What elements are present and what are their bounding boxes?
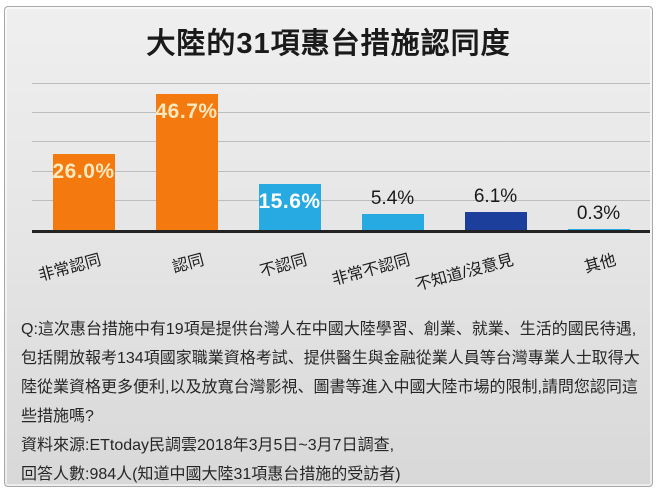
respondent-count: 回答人數:984人(知道中國大陸31項惠台措施的受訪者) — [21, 466, 401, 483]
bar-value-label-5: 6.1% — [473, 186, 518, 208]
bar-4 — [361, 214, 424, 230]
bar-5 — [464, 212, 527, 230]
bar-chart: 26.0% 46.7% 15.6% 5.4% 6.1% 0.3% — [32, 83, 650, 233]
footer-notes: Q:這次惠台措施中有19項是提供台灣人在中國大陸學習、創業、就業、生活的國民待遇… — [21, 315, 649, 489]
gridline-50 — [32, 83, 650, 84]
bar-value-label-6: 0.3% — [576, 203, 621, 224]
x-axis-label-1: 非常認同 — [37, 251, 104, 285]
x-axis-labels: 非常認同 認同 不認同 非常不認同 不知道/沒意見 其他 — [32, 233, 650, 311]
data-source: 資料來源:ETtoday民調雲2018年3月5日~3月7日調查, — [21, 437, 395, 454]
bar-3 — [258, 184, 321, 230]
bar-6 — [567, 229, 630, 230]
gridline-20 — [32, 170, 650, 172]
bar-2 — [155, 93, 218, 230]
bar-value-label-2: 46.7% — [155, 99, 218, 123]
chart-title: 大陸的31項惠台措施認同度 — [146, 28, 511, 60]
x-axis-label-2: 認同 — [171, 251, 207, 277]
gridline-30 — [32, 141, 650, 143]
gridline-10 — [32, 199, 650, 201]
bar-value-label-1: 26.0% — [52, 160, 115, 184]
infographic-card: 大陸的31項惠台措施認同度 26.0% 46.7% 15.6% 5.4% 6.1% 0.3… — [4, 6, 653, 487]
x-axis-label-6: 其他 — [583, 251, 619, 277]
survey-question: Q:這次惠台措施中有19項是提供台灣人在中國大陸學習、創業、就業、生活的國民待遇… — [21, 321, 640, 425]
x-axis-label-3: 不認同 — [258, 251, 310, 281]
x-axis-label-4: 非常不認同 — [330, 251, 413, 289]
x-axis-label-5: 不知道/沒意見 — [414, 251, 516, 295]
bar-value-label-4: 5.4% — [370, 188, 415, 210]
gridline-40 — [32, 112, 650, 114]
bar-1 — [52, 154, 115, 230]
bar-value-label-3: 15.6% — [258, 190, 321, 214]
